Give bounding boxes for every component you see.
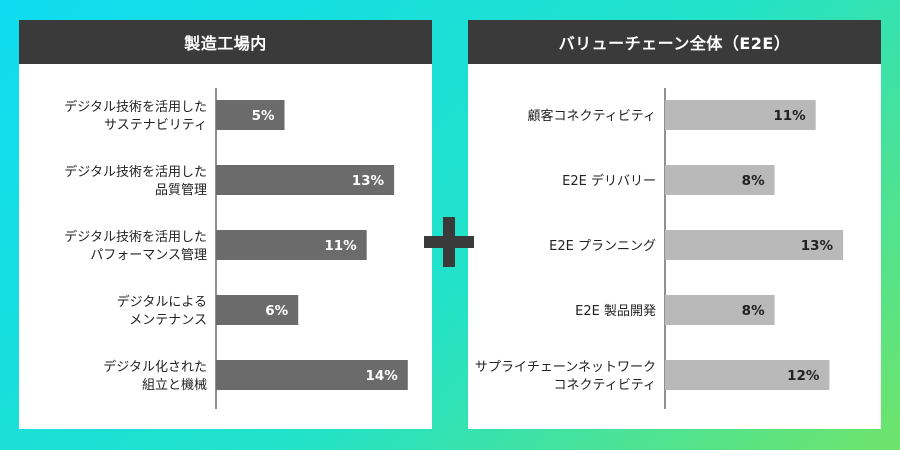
right-chart-title: バリューチェーン全体（E2E） [468, 20, 881, 64]
right-bar-chart: 11% 顧客コネクティビティ 8% E2E デリバリー 13% E2E プランニング 8% E… [475, 88, 844, 409]
left-category-label: デジタル技術を活用した [64, 229, 207, 245]
left-category-label: 組立と機械 [142, 378, 207, 393]
right-value-label: 12% [787, 368, 820, 384]
left-category-label: デジタル化された [103, 359, 207, 375]
right-bar [665, 230, 844, 260]
right-bar [665, 165, 775, 195]
left-value-label: 5% [252, 108, 275, 124]
right-value-label: 8% [742, 173, 765, 189]
right-category-label: E2E デリバリー [562, 173, 656, 189]
left-category-label: パフォーマンス管理 [90, 248, 207, 263]
left-category-label: デジタル技術を活用した [64, 99, 207, 115]
left-category-label: メンテナンス [129, 313, 207, 328]
left-category-label: デジタル技術を活用した [64, 164, 207, 180]
right-category-label: E2E 製品開発 [575, 304, 656, 319]
right-value-label: 11% [773, 108, 806, 124]
left-bar-chart: 5%デジタル技術を活用したサステナビリティ13%デジタル技術を活用した品質管理1… [64, 88, 408, 409]
left-chart-panel: 5% デジタル技術を活用した サステナビリティ 13% デジタル技術を活用した 品質管理 1… [19, 20, 432, 429]
left-value-label: 6% [265, 303, 288, 319]
left-bar [216, 100, 285, 130]
left-value-label: 11% [324, 238, 357, 254]
left-bar [216, 360, 408, 390]
right-bar [665, 100, 816, 130]
right-category-label: サプライチェーンネットワーク [475, 360, 656, 375]
right-category-label: コネクティビティ [554, 378, 656, 393]
left-bar [216, 230, 367, 260]
left-value-label: 13% [352, 173, 385, 189]
right-value-label: 13% [801, 238, 834, 254]
left-bar [216, 295, 299, 325]
right-category-label: E2E プランニング [549, 239, 656, 254]
right-bar [665, 295, 775, 325]
left-category-label: サステナビリティ [104, 118, 207, 133]
left-value-label: 14% [365, 368, 398, 384]
right-chart-panel: 11% 顧客コネクティビティ 8% E2E デリバリー 13% E2E プランニング 8% E… [468, 20, 881, 429]
right-category-label: 顧客コネクティビティ [528, 108, 656, 124]
left-category-label: 品質管理 [155, 183, 207, 198]
plus-icon [424, 217, 474, 267]
left-chart-title: 製造工場内 [19, 20, 432, 64]
left-bar [216, 165, 395, 195]
right-bar [665, 360, 830, 390]
left-category-label: デジタルによる [117, 294, 207, 310]
right-value-label: 8% [742, 303, 765, 319]
